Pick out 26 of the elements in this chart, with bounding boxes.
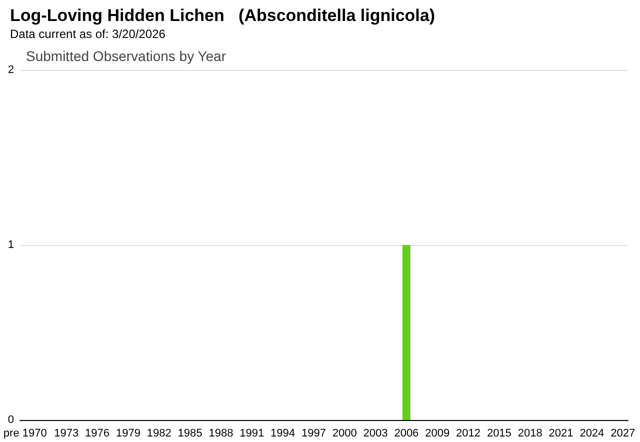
x-tick-label: 2012	[456, 428, 481, 440]
x-tick-label: 1991	[240, 428, 264, 440]
x-tick-label: 1985	[178, 428, 202, 440]
x-tick-label: 2021	[548, 428, 574, 440]
x-tick-label: 2015	[486, 428, 512, 440]
y-tick-label: 0	[8, 414, 14, 426]
x-tick-label: 1997	[301, 428, 326, 440]
y-tick-label: 2	[8, 64, 14, 76]
x-tick-label: 2003	[363, 428, 388, 440]
x-tick-label: 2024	[580, 428, 604, 440]
x-tick-label: 2018	[518, 428, 542, 440]
x-tick-label: 1976	[85, 428, 110, 440]
x-tick-label: 2027	[610, 428, 636, 440]
x-tick-label: 2009	[425, 428, 450, 440]
x-tick-label: 2000	[332, 428, 357, 440]
x-tick-label: pre 1970	[3, 428, 47, 440]
y-tick-label: 1	[8, 239, 14, 251]
text: Submitted Observations by Year	[26, 48, 226, 64]
x-tick-label: 1973	[54, 428, 79, 440]
x-tick-label: 1988	[208, 428, 234, 440]
chart-subtitle: Data current as of: 3/20/2026	[10, 27, 166, 41]
x-tick-label: 2006	[394, 428, 419, 440]
x-tick-label: 1994	[270, 428, 296, 440]
x-tick-label: 1979	[116, 428, 140, 440]
x-tick-label: 1982	[146, 428, 172, 440]
chart-title: Log-Loving Hidden Lichen (Absconditella lignicola)	[10, 6, 435, 25]
